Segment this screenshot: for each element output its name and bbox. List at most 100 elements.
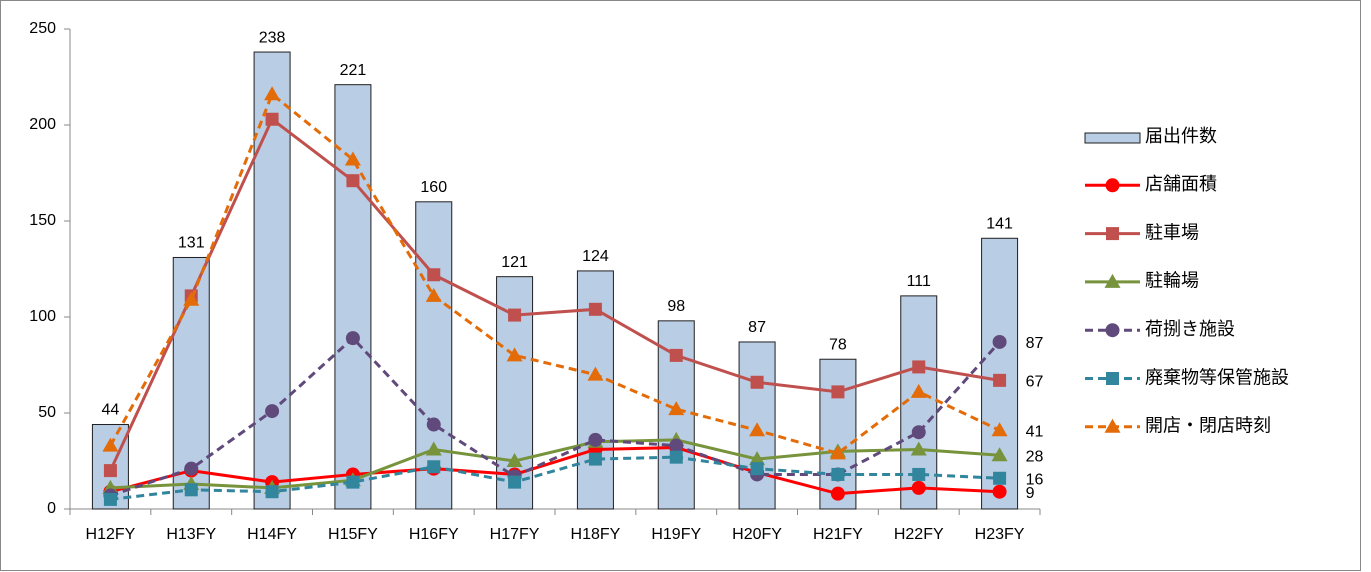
line [109,116,1000,472]
end-value-label: 87 [1026,335,1044,352]
bar-value-label: 98 [667,298,685,315]
line-marker [991,447,1008,462]
line [110,455,1000,501]
bar-value-label: 121 [501,254,528,271]
x-tick-label: H16FY [409,526,459,543]
line-marker [992,484,1007,499]
line-marker [184,461,199,476]
line-marker [911,480,926,495]
line-marker [346,174,360,188]
end-value-label: 16 [1026,471,1044,488]
line-marker [749,451,766,466]
x-tick-label: H18FY [571,526,621,543]
line-marker [265,485,279,499]
line-marker [912,467,926,481]
line-marker [344,151,361,166]
line-marker [587,366,604,381]
bar-value-label: 238 [259,29,286,46]
line-marker [750,375,764,389]
line-marker [103,464,117,478]
y-tick-label: 50 [38,404,56,421]
legend-marker [1104,418,1121,433]
bar-value-label: 44 [102,402,120,419]
line-marker [830,486,845,501]
line-marker [184,483,198,497]
line [109,336,1001,497]
line-marker [427,268,441,282]
line-marker [265,404,280,419]
line [110,438,1000,490]
line-marker [265,112,279,126]
bar-value-label: 141 [986,215,1013,232]
y-tick-label: 200 [29,116,56,133]
bar [819,358,857,510]
legend-label: 店舗面積 [1145,174,1217,194]
line [109,91,1001,455]
line-marker [992,334,1007,349]
line-marker [346,475,360,489]
bar-value-label: 124 [582,248,609,265]
x-tick-label: H19FY [651,526,701,543]
line-marker [912,360,926,374]
line-marker [426,417,441,432]
line-marker [669,348,683,362]
bar-value-label: 111 [907,273,931,290]
x-tick-label: H22FY [894,526,944,543]
line-marker [425,287,442,302]
line-marker [993,471,1007,485]
line-marker [345,331,360,346]
legend-label: 駐車場 [1145,222,1199,242]
line-marker [991,422,1008,437]
line-marker [508,475,522,489]
line-marker [588,452,602,466]
x-tick-label: H13FY [166,526,216,543]
bar [981,237,1019,510]
line-marker [831,385,845,399]
bar-value-label: 87 [748,319,766,336]
line-marker [102,437,119,452]
line-marker [669,438,684,453]
legend-marker [1105,178,1120,193]
end-value-label: 41 [1026,423,1044,440]
line-marker [103,492,117,506]
end-value-label: 9 [1026,485,1035,502]
bar-value-label: 160 [420,179,447,196]
line-marker [749,422,766,437]
bar [415,201,453,510]
line-marker [506,453,523,467]
legend-marker [1104,273,1121,288]
legend-swatch [1084,132,1141,144]
line-marker [506,347,523,362]
bar-value-label: 78 [829,336,847,353]
line [110,446,1000,496]
bar-value-label: 131 [178,235,205,252]
line-marker [993,373,1007,387]
x-tick-label: H21FY [813,526,863,543]
x-tick-label: H12FY [86,526,136,543]
line-marker [910,383,927,398]
x-tick-label: H14FY [247,526,297,543]
line-marker [829,445,846,460]
line-marker [425,441,442,456]
line-marker [910,441,927,456]
line-marker [588,432,603,447]
line-marker [588,302,602,316]
y-tick-label: 0 [47,500,56,517]
x-tick-label: H23FY [975,526,1025,543]
line-marker [911,425,926,440]
end-value-label: 28 [1026,448,1044,465]
end-value-label: 67 [1026,374,1044,391]
legend-marker [1106,372,1119,385]
line-marker [264,86,281,101]
legend-label: 開店・閉店時刻 [1145,416,1271,436]
line-marker [668,401,685,416]
line-marker [831,467,845,481]
line-marker [750,462,764,476]
x-tick-label: H15FY [328,526,378,543]
legend-label: 荷捌き施設 [1145,319,1235,339]
bar-value-label: 221 [340,62,367,79]
legend-marker [1105,323,1120,338]
y-tick-label: 250 [29,20,56,37]
